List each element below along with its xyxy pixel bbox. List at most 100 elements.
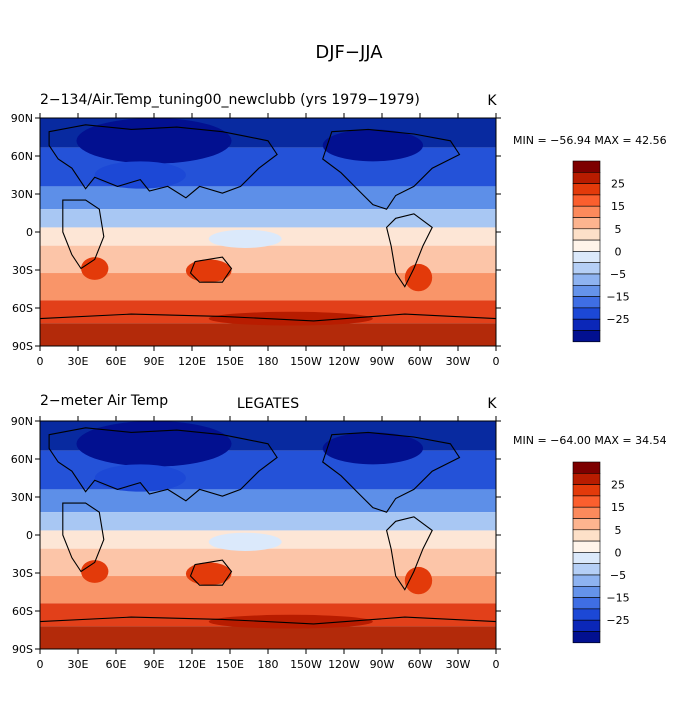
temperature-region bbox=[94, 161, 186, 189]
x-tick-label: 60W bbox=[408, 658, 433, 671]
colorbar-swatch bbox=[572, 608, 601, 621]
colorbar-swatch bbox=[572, 296, 601, 309]
y-tick-label: 90N bbox=[11, 415, 33, 428]
colorbar-swatch bbox=[572, 518, 601, 531]
colorbar-swatch bbox=[572, 540, 601, 553]
panel-min-max: MIN = −64.00 MAX = 34.54 bbox=[513, 434, 667, 447]
y-tick-label: 0 bbox=[26, 226, 33, 239]
colorbar-swatch bbox=[572, 461, 601, 474]
coastline bbox=[385, 213, 433, 288]
x-tick-label: 120E bbox=[178, 658, 206, 671]
y-tick-label: 90N bbox=[11, 112, 33, 125]
x-tick-label: 90E bbox=[144, 658, 165, 671]
coastline bbox=[322, 431, 461, 513]
colorbar-label: −15 bbox=[606, 291, 629, 304]
coastlines bbox=[40, 124, 496, 322]
x-tick-label: 150E bbox=[216, 355, 244, 368]
x-tick-label: 30E bbox=[68, 355, 89, 368]
colorbar-swatch bbox=[572, 495, 601, 508]
panel-units: K bbox=[487, 396, 497, 412]
colorbar-swatch bbox=[572, 307, 601, 320]
x-tick-label: 150E bbox=[216, 658, 244, 671]
temperature-band bbox=[40, 512, 496, 531]
panel-units: K bbox=[487, 93, 497, 109]
colorbar-swatch bbox=[572, 484, 601, 497]
temperature-region bbox=[208, 229, 282, 248]
colorbar-swatch bbox=[572, 262, 601, 275]
colorbar-label: −5 bbox=[610, 569, 626, 582]
coastline bbox=[189, 256, 233, 283]
x-tick-label: 30W bbox=[446, 355, 471, 368]
coastline bbox=[62, 199, 105, 270]
coastline bbox=[385, 516, 433, 591]
temperature-band bbox=[40, 323, 496, 346]
colorbar-label: 15 bbox=[611, 200, 625, 213]
colorbar-swatch bbox=[572, 506, 601, 519]
temperature-region bbox=[404, 566, 433, 595]
y-tick-label: 90S bbox=[12, 643, 33, 656]
x-tick-label: 30E bbox=[68, 658, 89, 671]
panel-center-label: LEGATES bbox=[237, 396, 299, 412]
x-tick-label: 90W bbox=[370, 355, 395, 368]
y-tick-label: 30N bbox=[11, 491, 33, 504]
colorbar-label: 25 bbox=[611, 178, 625, 191]
colorbar-swatch bbox=[572, 597, 601, 610]
colorbar-swatch bbox=[572, 251, 601, 263]
colorbar-swatch bbox=[572, 529, 601, 542]
colorbar-label: 25 bbox=[611, 479, 625, 492]
temperature-region bbox=[76, 118, 232, 164]
y-tick-label: 60S bbox=[12, 302, 33, 315]
x-tick-label: 60E bbox=[106, 355, 127, 368]
temperature-region bbox=[208, 311, 373, 326]
x-tick-label: 60E bbox=[106, 658, 127, 671]
colorbar-swatch bbox=[572, 284, 601, 297]
temperature-region bbox=[322, 129, 424, 162]
temperature-region bbox=[94, 464, 186, 492]
temperature-field bbox=[40, 421, 496, 649]
figure-title: DJF−JJA bbox=[315, 42, 383, 63]
temperature-band bbox=[40, 209, 496, 228]
colorbar-label: −15 bbox=[606, 592, 629, 605]
y-tick-label: 30S bbox=[12, 567, 33, 580]
temperature-band bbox=[40, 489, 496, 513]
colorbar-swatch bbox=[572, 631, 601, 644]
temperature-region bbox=[208, 532, 282, 551]
x-tick-label: 90W bbox=[370, 658, 395, 671]
colorbar-swatch bbox=[572, 160, 601, 173]
temperature-region bbox=[185, 259, 232, 283]
colorbar-swatch bbox=[572, 273, 601, 286]
colorbar-swatch bbox=[572, 172, 601, 184]
coastlines bbox=[40, 427, 496, 625]
colorbar-swatch bbox=[572, 330, 601, 343]
x-tick-label: 180 bbox=[258, 355, 279, 368]
coastline bbox=[40, 313, 496, 322]
colorbar-swatch bbox=[572, 563, 601, 576]
y-tick-label: 0 bbox=[26, 529, 33, 542]
x-tick-label: 0 bbox=[493, 355, 500, 368]
x-tick-label: 0 bbox=[493, 658, 500, 671]
temperature-region bbox=[76, 421, 232, 467]
colorbar-label: 5 bbox=[615, 524, 622, 537]
y-tick-label: 30S bbox=[12, 264, 33, 277]
x-tick-label: 150W bbox=[290, 355, 322, 368]
temperature-region bbox=[208, 614, 373, 629]
coastline bbox=[189, 559, 233, 586]
colorbar: 25 15 5 0 −5 −15 −25 bbox=[572, 461, 630, 644]
coastline bbox=[62, 502, 105, 573]
y-tick-label: 60N bbox=[11, 453, 33, 466]
map-axes: 0 30E 60E 90E 120E 150E 180 150W 120W 90W 60W 30W 09… bbox=[11, 112, 501, 368]
colorbar-label: 15 bbox=[611, 501, 625, 514]
coastline bbox=[40, 616, 496, 625]
panel-min-max: MIN = −56.94 MAX = 42.56 bbox=[513, 134, 667, 147]
coastline bbox=[322, 128, 461, 210]
colorbar-swatch bbox=[572, 552, 601, 565]
coastline bbox=[48, 427, 278, 502]
map-axes: 0 30E 60E 90E 120E 150E 180 150W 120W 90W 60W 30W 09… bbox=[11, 415, 501, 671]
temperature-band bbox=[40, 603, 496, 627]
colorbar-swatch bbox=[572, 194, 601, 207]
temperature-band bbox=[40, 300, 496, 324]
x-tick-label: 0 bbox=[37, 355, 44, 368]
colorbar-swatch bbox=[572, 183, 601, 196]
colorbar-swatch bbox=[572, 205, 601, 218]
